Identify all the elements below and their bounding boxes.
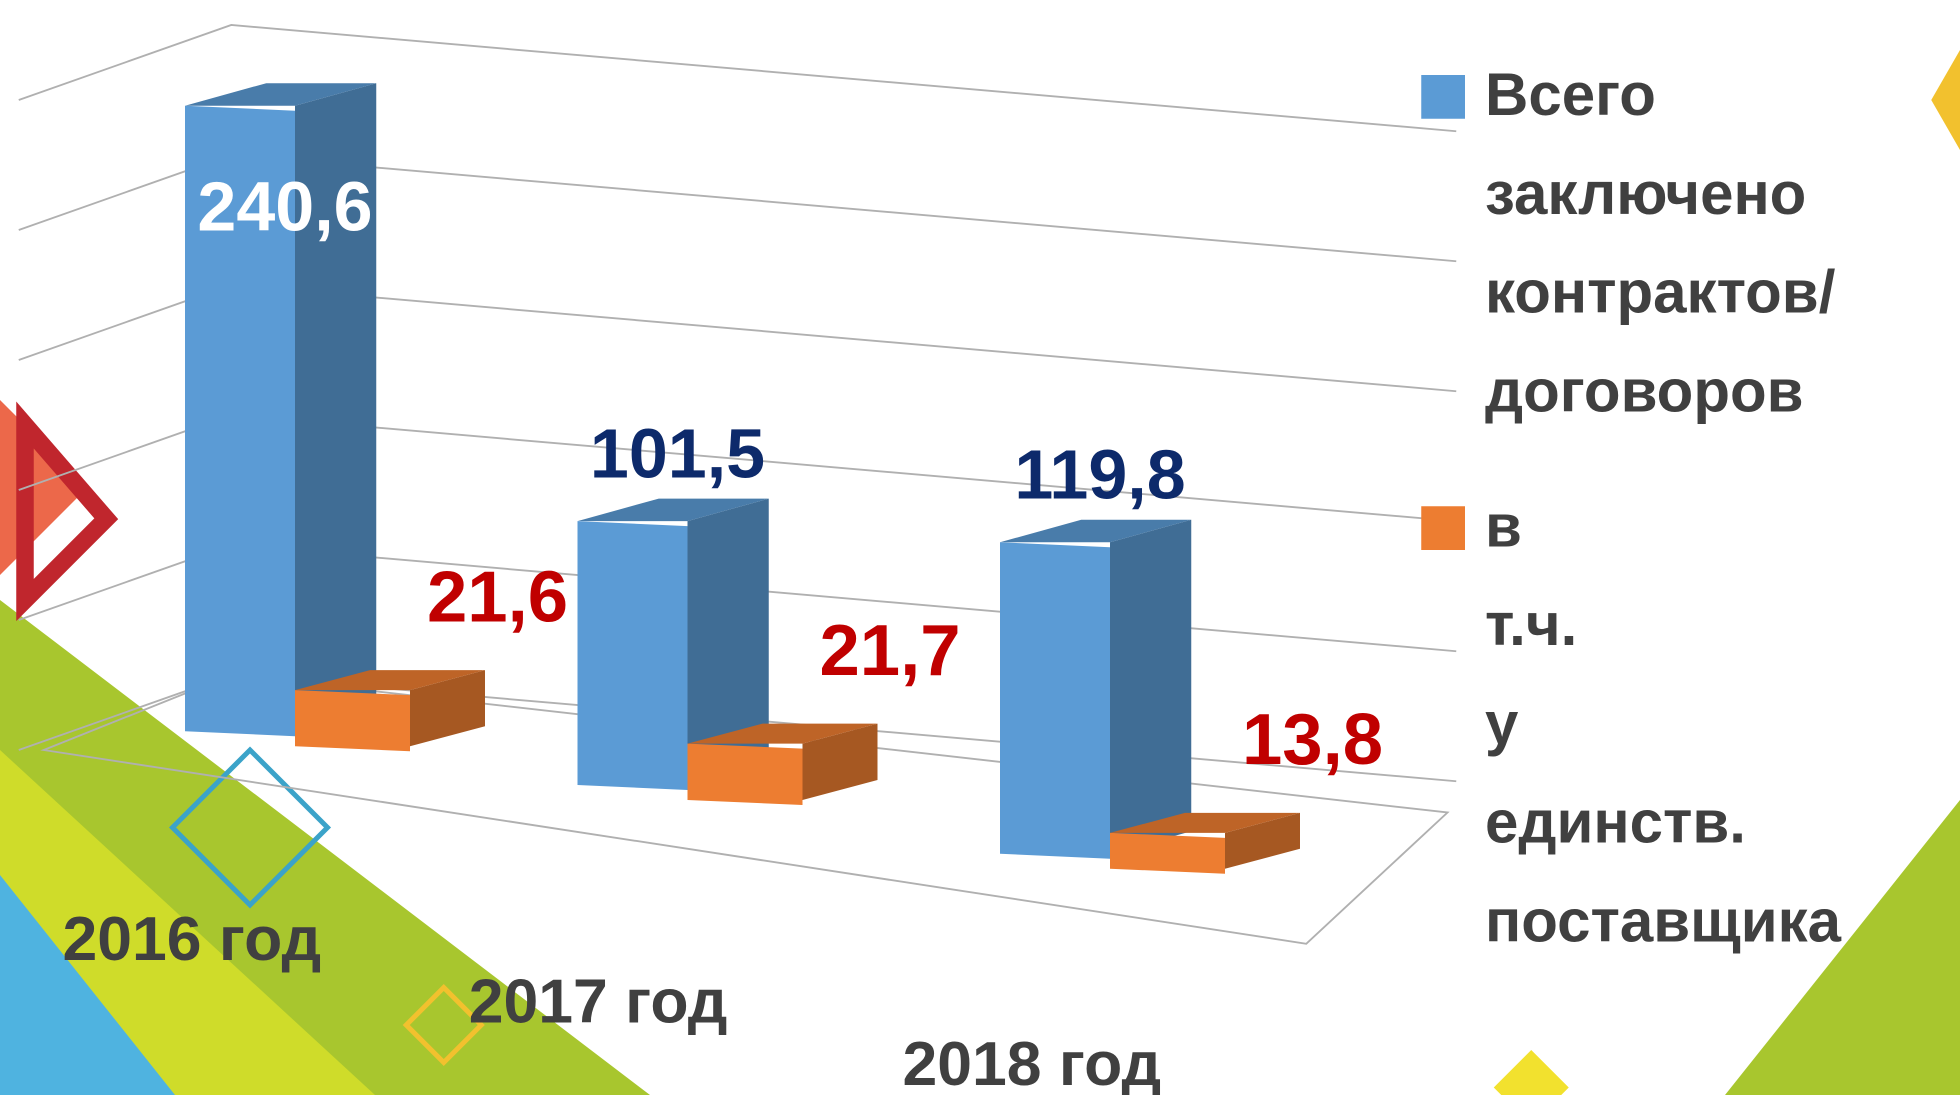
bar-front <box>295 690 410 751</box>
bar <box>1000 520 1191 859</box>
value-label: 21,7 <box>819 610 960 691</box>
x-tick-label: 2016 год <box>63 904 322 974</box>
x-tick-label: 2018 год <box>903 1029 1162 1095</box>
value-label: 119,8 <box>1014 436 1185 514</box>
value-label: 240,6 <box>197 168 372 246</box>
value-label: 13,8 <box>1242 699 1383 780</box>
chart: 240,6 21,6 2016 год 101,5 21,7 2017 год 119,8 1… <box>0 0 1960 1095</box>
bar-front <box>688 744 803 805</box>
value-label: 21,6 <box>427 556 568 637</box>
x-tick-label: 2017 год <box>469 967 728 1037</box>
bar-front <box>1110 833 1225 874</box>
legend-swatch <box>1421 506 1465 550</box>
bar-side <box>1110 520 1191 854</box>
bar-front <box>578 521 688 790</box>
page: 240,6 21,6 2016 год 101,5 21,7 2017 год 119,8 1… <box>0 0 1960 1095</box>
bar-front <box>1000 542 1110 858</box>
legend-swatch <box>1421 75 1465 119</box>
value-label: 101,5 <box>590 414 765 492</box>
